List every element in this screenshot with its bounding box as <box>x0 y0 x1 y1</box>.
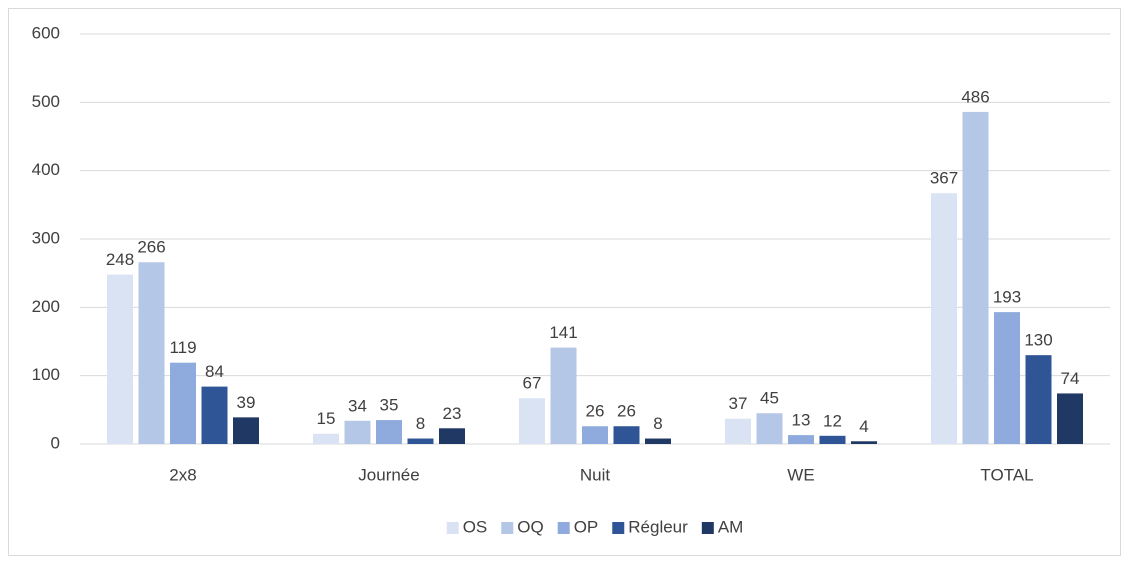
legend-label: OS <box>463 517 488 536</box>
bar <box>962 111 989 445</box>
bar <box>550 347 577 444</box>
y-tick-label: 100 <box>32 365 60 384</box>
data-label: 45 <box>760 389 779 408</box>
bar <box>994 312 1020 444</box>
data-label: 486 <box>961 87 989 106</box>
x-tick-label: Nuit <box>580 465 611 484</box>
data-label: 37 <box>729 394 748 413</box>
bar <box>819 435 846 444</box>
x-tick-label: TOTAL <box>980 465 1033 484</box>
bar <box>645 438 671 444</box>
data-label: 8 <box>653 414 662 433</box>
data-label: 119 <box>169 338 196 357</box>
x-tick-label: WE <box>787 465 814 484</box>
data-label: 248 <box>106 250 134 269</box>
bar <box>439 428 465 444</box>
bar <box>170 362 196 444</box>
legend-swatch <box>557 522 570 534</box>
data-label: 193 <box>993 288 1021 307</box>
data-label: 266 <box>137 238 165 257</box>
legend-label: Régleur <box>628 517 688 536</box>
data-label: 141 <box>549 323 577 342</box>
legend-label: AM <box>718 517 744 536</box>
data-label: 13 <box>792 411 811 430</box>
bar <box>788 435 814 444</box>
bar <box>613 426 640 444</box>
bar <box>313 433 339 444</box>
bar <box>851 441 877 444</box>
data-label: 84 <box>205 362 224 381</box>
legend-swatch <box>446 522 459 534</box>
data-label: 67 <box>523 374 542 393</box>
data-label: 26 <box>617 402 636 421</box>
legend-label: OP <box>574 517 599 536</box>
y-tick-label: 300 <box>32 228 60 247</box>
data-label: 34 <box>348 396 367 415</box>
bar <box>201 386 228 444</box>
data-label: 23 <box>443 404 462 423</box>
legend-swatch <box>501 522 514 534</box>
data-label: 12 <box>823 411 842 430</box>
bar <box>344 420 371 444</box>
legend-swatch <box>612 522 625 534</box>
y-tick-label: 200 <box>32 297 60 316</box>
data-label: 35 <box>380 396 399 415</box>
bar <box>233 417 259 444</box>
y-tick-label: 400 <box>32 160 60 179</box>
bar <box>931 193 957 444</box>
bar <box>1057 393 1083 444</box>
bar <box>138 262 165 444</box>
x-tick-label: 2x8 <box>169 465 196 484</box>
y-tick-label: 0 <box>51 433 60 452</box>
data-label: 15 <box>317 409 336 428</box>
data-label: 367 <box>930 169 958 188</box>
bar <box>107 274 133 444</box>
bar <box>725 418 751 444</box>
bar <box>376 420 402 444</box>
y-tick-label: 500 <box>32 92 60 111</box>
y-tick-label: 600 <box>32 23 60 42</box>
bar <box>1025 355 1052 444</box>
legend-label: OQ <box>517 517 543 536</box>
bar <box>519 398 545 444</box>
bar <box>407 438 434 444</box>
data-label: 4 <box>859 417 868 436</box>
data-label: 39 <box>237 393 256 412</box>
legend-swatch <box>701 522 714 534</box>
x-tick-label: Journée <box>358 465 419 484</box>
bar <box>756 413 783 444</box>
data-label: 26 <box>586 402 605 421</box>
data-label: 130 <box>1024 331 1052 350</box>
bar <box>582 426 608 444</box>
data-label: 8 <box>416 414 425 433</box>
data-label: 74 <box>1061 369 1080 388</box>
